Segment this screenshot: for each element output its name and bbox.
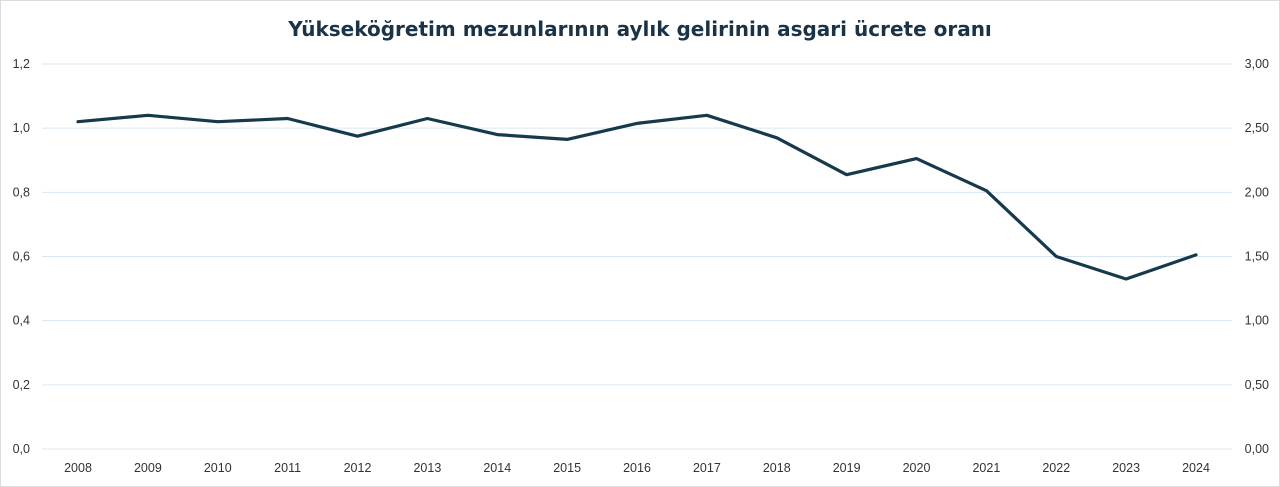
x-tick-label: 2014	[483, 461, 511, 475]
gridlines	[42, 63, 1232, 450]
x-tick-label: 2015	[553, 461, 581, 475]
right-y-tick-label: 0,50	[1245, 378, 1269, 392]
x-tick-label: 2008	[64, 461, 92, 475]
data-point	[775, 136, 778, 139]
x-tick-label: 2019	[833, 461, 861, 475]
data-point	[356, 134, 359, 138]
data-point	[845, 173, 848, 176]
data-point	[985, 189, 988, 192]
x-tick-label: 2018	[763, 461, 791, 475]
left-y-tick-label: 1,2	[13, 57, 30, 71]
x-tick-label: 2016	[623, 461, 651, 475]
chart-title: Yükseköğretim mezunlarının aylık gelirin…	[287, 17, 992, 41]
x-tick-label: 2013	[413, 461, 441, 475]
data-point	[705, 114, 709, 117]
series-layer	[76, 113, 1198, 281]
x-tick-label: 2020	[903, 461, 931, 475]
right-y-axis: 0,00 0,50 1,00 1,50 2,00 2,50 3,00	[1245, 57, 1269, 456]
x-tick-label: 2011	[274, 461, 301, 475]
data-point	[635, 122, 639, 125]
data-point	[286, 117, 289, 120]
data-point	[915, 157, 918, 160]
left-y-tick-label: 0,0	[13, 442, 30, 456]
x-tick-label: 2009	[134, 461, 162, 475]
right-y-tick-label: 2,50	[1245, 121, 1269, 135]
x-axis: 2008 2009 2010 2011 2012 2013 2014 2015 2016 2017…	[64, 461, 1210, 475]
data-point	[496, 133, 499, 136]
x-tick-label: 2023	[1112, 461, 1140, 475]
data-point	[216, 120, 219, 123]
data-point	[76, 120, 80, 123]
data-point	[565, 138, 569, 141]
data-point	[146, 114, 150, 117]
left-y-tick-label: 1,0	[13, 121, 30, 135]
right-y-tick-label: 0,00	[1245, 442, 1269, 456]
x-tick-label: 2017	[693, 461, 721, 475]
left-y-tick-label: 0,2	[13, 378, 30, 392]
data-point	[1194, 253, 1198, 257]
x-tick-label: 2021	[972, 461, 1000, 475]
series-line	[76, 113, 1198, 281]
right-y-tick-label: 1,50	[1245, 250, 1269, 264]
data-point	[1124, 277, 1128, 281]
right-y-tick-label: 1,00	[1245, 314, 1269, 328]
x-tick-label: 2010	[204, 461, 232, 475]
data-point	[426, 117, 429, 120]
x-tick-label: 2012	[344, 461, 372, 475]
right-y-tick-label: 3,00	[1245, 57, 1269, 71]
left-y-axis: 0,0 0,2 0,4 0,6 0,8 1,0 1,2	[13, 57, 30, 456]
left-y-tick-label: 0,8	[13, 185, 30, 199]
x-tick-label: 2022	[1042, 461, 1070, 475]
data-point	[1055, 255, 1058, 258]
right-y-tick-label: 2,00	[1245, 185, 1269, 199]
left-y-tick-label: 0,4	[13, 314, 30, 328]
x-tick-label: 2024	[1182, 461, 1210, 475]
left-y-tick-label: 0,6	[13, 250, 30, 264]
